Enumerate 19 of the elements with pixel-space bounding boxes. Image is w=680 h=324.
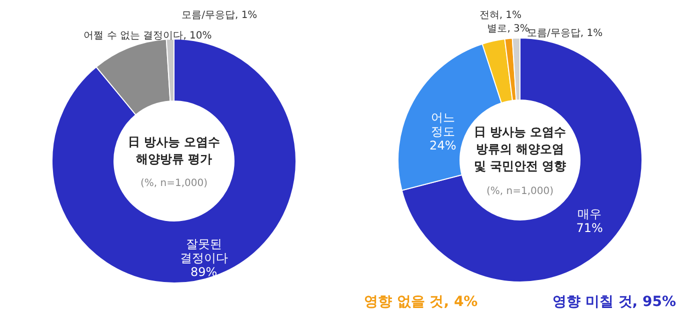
data-label: 24% xyxy=(430,138,456,153)
slice-label: 모름/무응답, 1% xyxy=(182,10,258,22)
data-label: 89% xyxy=(190,264,218,279)
text: 日 방사능 오염수 방류의 해양오염 및 국민안전 영향 xyxy=(474,125,566,173)
slice-label: 전혀, 1% xyxy=(479,10,522,22)
slice-label: 잘못된 결정이다 xyxy=(180,236,228,265)
text: 영향 없을 것, 4% xyxy=(364,294,478,310)
text: (%, n=1,000) xyxy=(486,186,554,197)
slice-label: 어느 정도 xyxy=(430,110,455,139)
slice-label: 모름/무응답, 1% xyxy=(526,28,603,40)
slice-label: 매우 xyxy=(578,206,602,221)
data-label: 71% xyxy=(576,220,603,235)
text: 영향 미칠 것, 95% xyxy=(552,294,676,310)
donut-slice xyxy=(52,38,296,284)
slice-label: 별로, 3% xyxy=(487,24,530,35)
text: 日 방사능 오염수 해양방류 평가 xyxy=(128,135,220,166)
text: (%, n=1,000) xyxy=(140,178,208,189)
donut-slice xyxy=(401,38,642,282)
slice-label: 어쩔 수 없는 결정이다, 10% xyxy=(84,30,212,42)
